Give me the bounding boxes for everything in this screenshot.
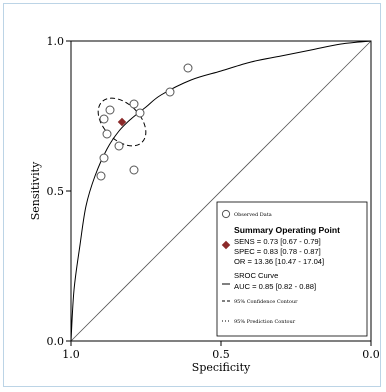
observed-point-3	[135, 108, 145, 118]
observed-point-5	[105, 105, 115, 115]
legend-summary-symbol	[221, 240, 231, 250]
chance-diagonal-line	[70, 40, 372, 342]
legend-summary-line-2: SPEC = 0.83 [0.78 - 0.87]	[234, 247, 321, 256]
legend-prediction-label: 95% Prediction Contour	[234, 319, 296, 325]
observed-point-7	[102, 129, 112, 139]
legend-summary-line-3: OR = 13.36 [10.47 - 17.04]	[234, 257, 324, 266]
legend-box	[216, 201, 368, 337]
y-tick-label-2: 0.5	[47, 185, 65, 198]
x-tick-label-1: 1.0	[62, 348, 80, 361]
legend-sroc-title: SROC Curve	[234, 271, 278, 280]
x-tick-label-3: 0.0	[362, 348, 380, 361]
observed-point-10	[96, 171, 106, 181]
observed-points	[96, 63, 193, 181]
y-tick-label-1: 1.0	[47, 35, 65, 48]
summary-operating-point	[117, 117, 127, 127]
observed-point-2	[165, 87, 175, 97]
legend-summary-title: Summary Operating Point	[234, 225, 340, 235]
observed-point-4	[129, 99, 139, 109]
legend-observed-label: Observed Data	[234, 212, 272, 218]
observed-point-11	[129, 165, 139, 175]
legend-confidence-label: 95% Confidence Contour	[234, 299, 298, 305]
y-axis-label: Sensitivity	[29, 161, 42, 220]
x-axis-label: Specificity	[192, 361, 251, 374]
observed-point-1	[183, 63, 193, 73]
observed-point-8	[114, 141, 124, 151]
observed-point-6	[99, 114, 109, 124]
sroc-curve	[70, 40, 372, 342]
legend-observed-symbol	[221, 209, 231, 219]
y-tick-label-3: 0.0	[47, 335, 65, 348]
observed-point-9	[99, 153, 109, 163]
legend-sroc-auc: AUC = 0.85 [0.82 - 0.88]	[234, 282, 316, 291]
legend: Observed Data Summary Operating Point SE…	[216, 201, 368, 337]
x-tick-label-2: 0.5	[212, 348, 230, 361]
legend-summary-line-1: SENS = 0.73 [0.67 - 0.79]	[234, 237, 321, 246]
